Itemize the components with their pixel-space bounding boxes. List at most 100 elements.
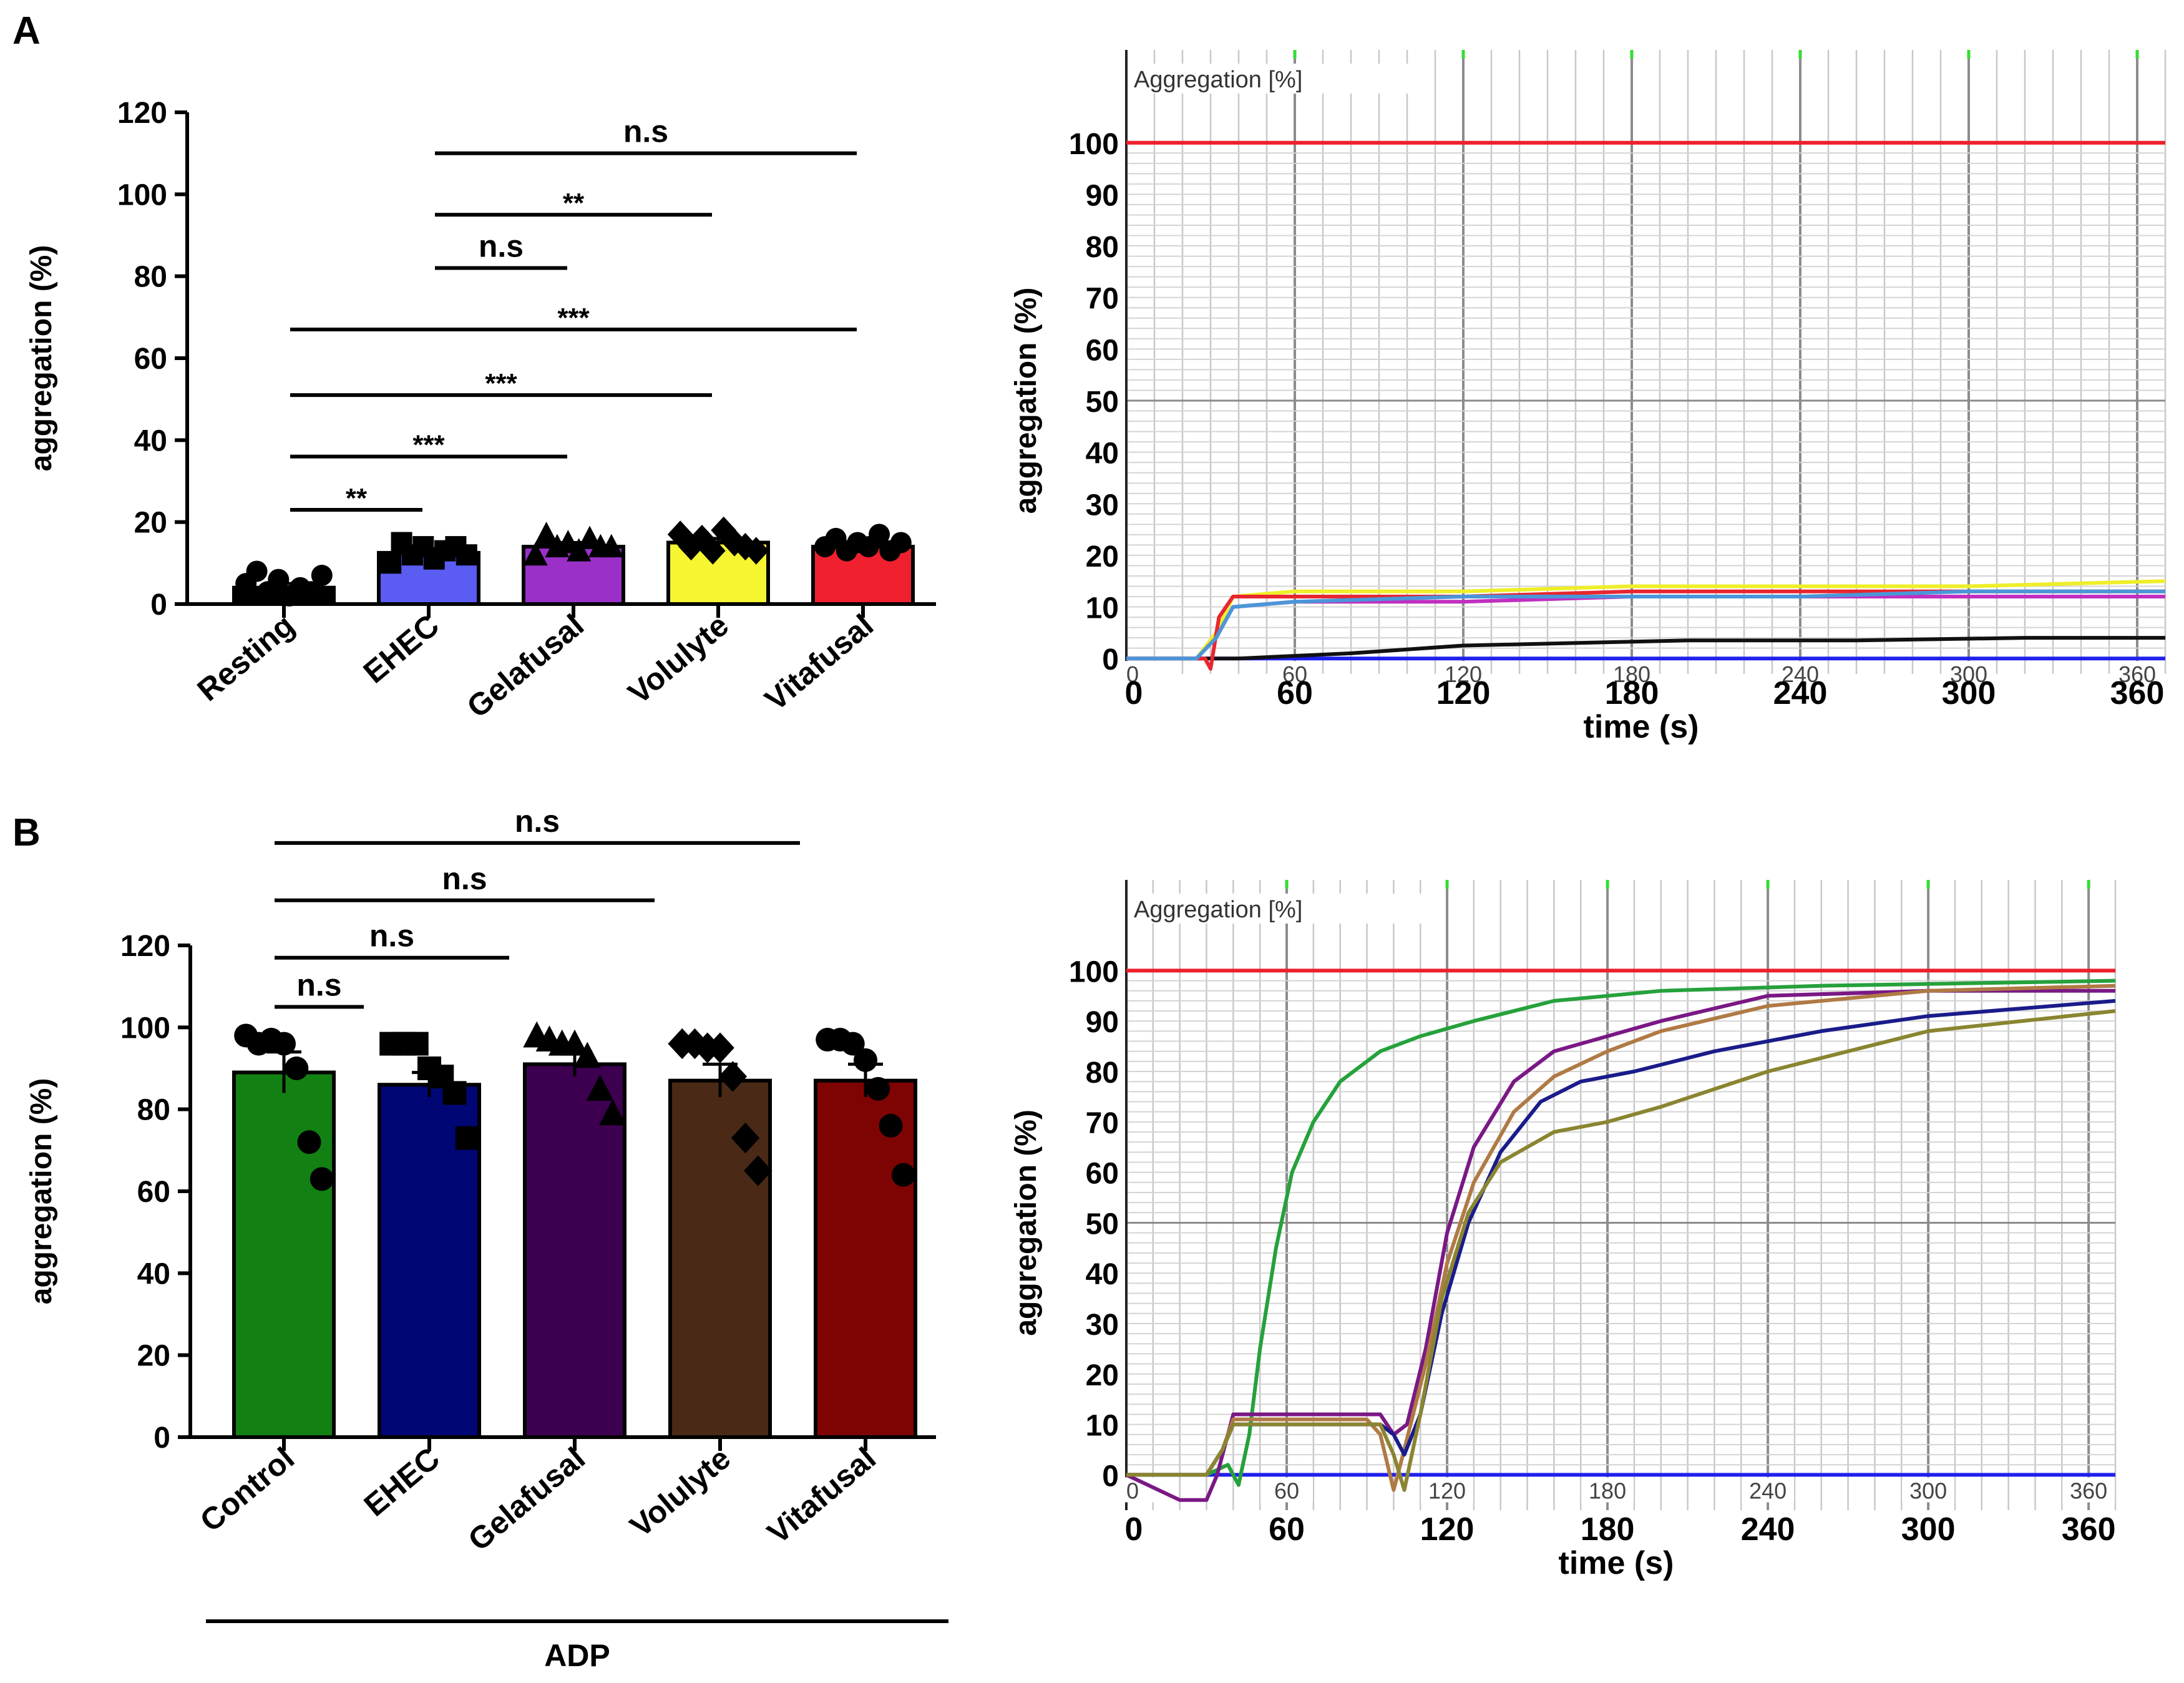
y-tick-label: 30 xyxy=(1086,489,1119,522)
inner-title-background xyxy=(1130,64,1423,94)
inner-x-tick-label: 180 xyxy=(1589,1478,1626,1503)
x-tick-label: 360 xyxy=(2062,1511,2116,1548)
bar-control xyxy=(232,1070,336,1439)
inner-x-tick-background xyxy=(1106,661,1159,686)
inner-x-tick-label: 60 xyxy=(1282,661,1307,687)
y-axis-label: aggregation (%) xyxy=(1010,288,1043,514)
comparison-label: n.s xyxy=(623,114,668,149)
adp-label: ADP xyxy=(544,1638,610,1673)
x-tick-label: 120 xyxy=(1436,675,1491,711)
inner-x-tick-label: 180 xyxy=(1613,661,1650,687)
y-tick-label: 120 xyxy=(117,97,167,130)
y-tick-label: 10 xyxy=(1086,1410,1119,1443)
inner-x-tick-background xyxy=(1581,1477,1634,1503)
inner-x-tick-label: 240 xyxy=(1749,1478,1787,1503)
data-point-vitafusal xyxy=(841,1032,865,1056)
data-point-volulyte xyxy=(731,1122,760,1154)
data-point-gelafusal xyxy=(523,542,548,566)
data-point-vitafusal xyxy=(866,1076,890,1101)
y-tick-label: 0 xyxy=(154,1422,170,1455)
data-point-resting xyxy=(246,560,268,582)
inner-x-tick-background xyxy=(1943,661,1995,686)
category-label: Vitafusal xyxy=(758,608,880,718)
data-point-ehec xyxy=(380,552,402,574)
y-tick-label: 80 xyxy=(137,1094,170,1127)
inner-x-tick-label: 60 xyxy=(1274,1478,1299,1503)
bar-gelafusal xyxy=(523,1062,626,1439)
category-label: Gelafusal xyxy=(461,608,590,725)
data-point-gelafusal xyxy=(586,1075,614,1101)
comparison-label: *** xyxy=(557,303,590,333)
y-tick-label: 70 xyxy=(1086,1107,1119,1140)
data-point-ehec xyxy=(404,1032,429,1056)
y-tick-label: 90 xyxy=(1086,179,1119,212)
data-point-volulyte xyxy=(678,532,704,561)
x-tick-label: 300 xyxy=(1942,675,1996,711)
comparison-label: n.s xyxy=(369,919,414,954)
y-tick-label: 90 xyxy=(1086,1006,1119,1039)
comparison-label: n.s xyxy=(479,229,524,264)
data-point-volulyte xyxy=(711,516,737,544)
data-point-gelafusal xyxy=(598,1099,626,1126)
inner-x-tick-background xyxy=(1437,661,1489,686)
data-point-control xyxy=(285,1056,309,1080)
y-tick-label: 20 xyxy=(1086,1359,1119,1392)
data-point-resting xyxy=(268,568,290,590)
x-tick-label: 240 xyxy=(1773,675,1828,711)
data-point-vitafusal xyxy=(891,1163,915,1187)
inner-x-tick-background xyxy=(1902,1477,1955,1503)
data-point-gelafusal xyxy=(573,1042,602,1068)
y-tick-label: 0 xyxy=(1102,1460,1119,1493)
inner-x-tick-label: 360 xyxy=(2070,1478,2107,1503)
y-axis-label: aggregation (%) xyxy=(25,245,58,472)
y-tick-label: 50 xyxy=(1086,1207,1119,1241)
y-tick-label: 60 xyxy=(1086,1158,1119,1191)
inner-x-tick-background xyxy=(1606,661,1658,686)
x-tick-label: 60 xyxy=(1269,1511,1305,1548)
y-tick-label: 100 xyxy=(1069,128,1119,161)
inner-x-tick-label: 0 xyxy=(1126,661,1139,687)
data-point-vitafusal xyxy=(879,1113,903,1138)
data-point-ehec xyxy=(456,544,477,566)
data-point-ehec xyxy=(455,1126,479,1150)
data-point-vitafusal xyxy=(869,524,890,545)
comparison-label: n.s xyxy=(442,861,487,896)
data-point-volulyte xyxy=(667,520,693,549)
y-tick-label: 80 xyxy=(134,261,167,294)
y-tick-label: 20 xyxy=(134,507,167,540)
x-axis-label: time (s) xyxy=(1584,709,1699,745)
x-axis-label: time (s) xyxy=(1559,1545,1674,1581)
inner-x-tick-background xyxy=(1260,1477,1314,1503)
panel-b-trace-chart: Aggregation [%]0 60 120 180 240 300 3600102030… xyxy=(1010,880,2117,1581)
data-point-volulyte xyxy=(743,537,769,565)
series-line-vitafusal xyxy=(1126,589,2165,671)
y-tick-label: 40 xyxy=(134,424,167,457)
y-tick-label: 10 xyxy=(1086,592,1119,625)
x-tick-label: 300 xyxy=(1901,1511,1956,1548)
y-tick-label: 60 xyxy=(1086,334,1119,367)
data-point-control xyxy=(272,1032,296,1056)
comparison-label: *** xyxy=(412,430,445,461)
inner-x-tick-label: 360 xyxy=(2118,661,2156,687)
x-tick-label: 0 xyxy=(1125,1511,1143,1548)
inner-x-tick-background xyxy=(1269,661,1321,686)
inner-x-tick-label: 120 xyxy=(1428,1478,1466,1503)
data-point-resting xyxy=(300,581,322,603)
y-tick-label: 120 xyxy=(120,930,170,963)
y-tick-label: 80 xyxy=(1086,1056,1119,1090)
comparison-label: n.s xyxy=(515,804,560,839)
data-point-gelafusal xyxy=(567,538,592,562)
y-tick-label: 60 xyxy=(137,1176,170,1209)
data-point-control xyxy=(310,1167,334,1191)
series-line-vitafusal xyxy=(1126,1009,2116,1492)
data-point-volulyte xyxy=(744,1155,773,1186)
y-tick-label: 0 xyxy=(1102,643,1119,676)
x-tick-label: 240 xyxy=(1741,1511,1795,1548)
x-tick-label: 360 xyxy=(2110,675,2165,711)
x-tick-label: 60 xyxy=(1277,675,1313,711)
y-tick-label: 70 xyxy=(1086,283,1119,316)
comparison-label: n.s xyxy=(296,968,341,1003)
data-point-volulyte xyxy=(680,1028,709,1060)
inner-x-tick-background xyxy=(1742,1477,1795,1503)
